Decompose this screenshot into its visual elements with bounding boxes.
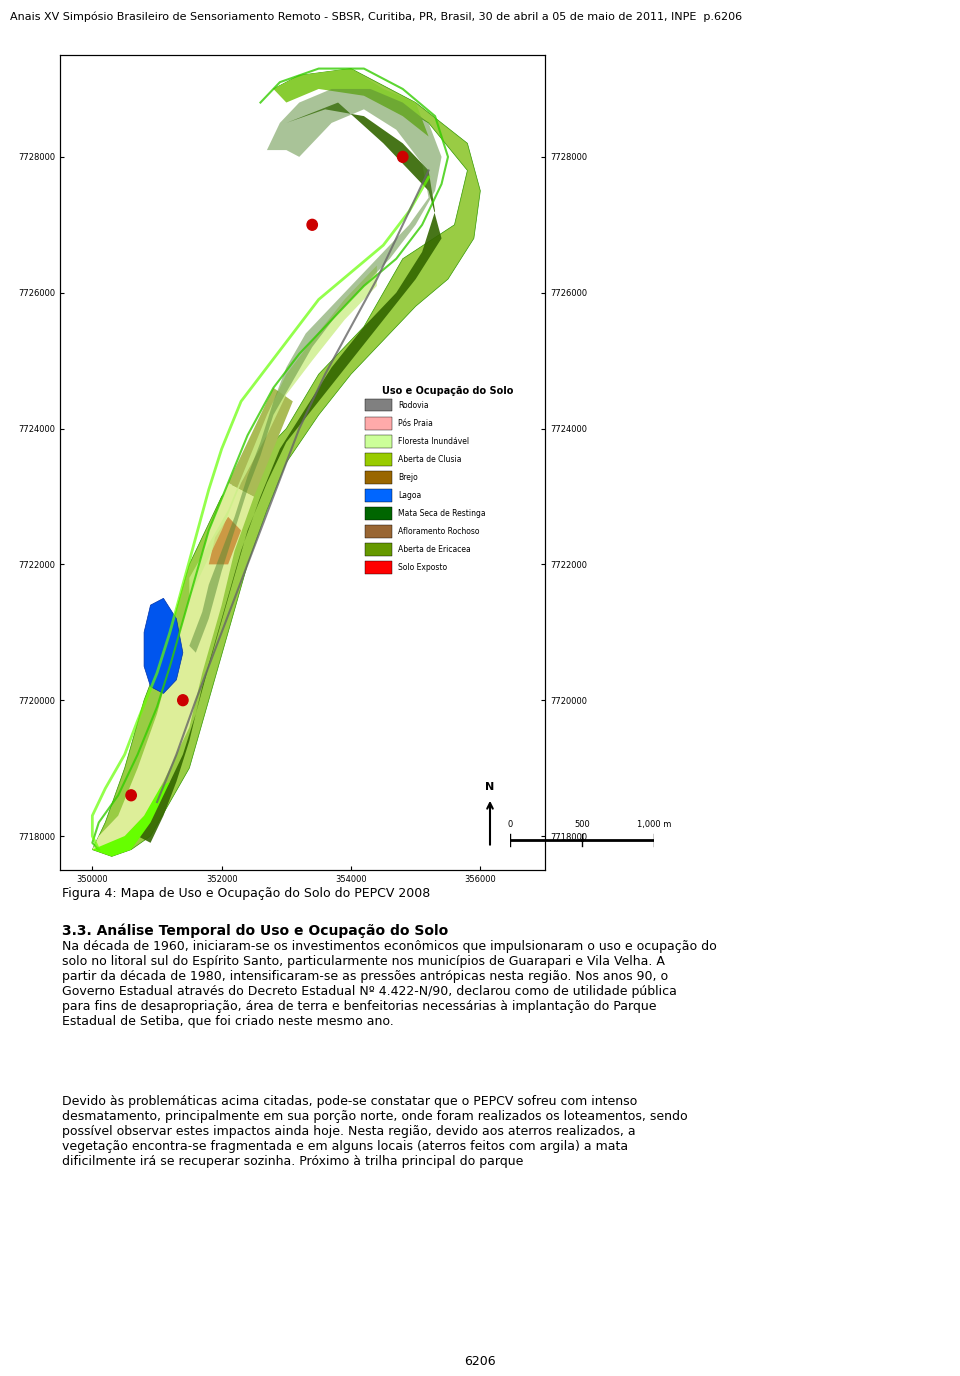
Polygon shape	[92, 69, 480, 856]
Bar	[365, 453, 392, 465]
Polygon shape	[208, 517, 241, 564]
Text: Rodovia: Rodovia	[398, 400, 429, 410]
Text: Uso e Ocupação do Solo: Uso e Ocupação do Solo	[382, 387, 514, 396]
Circle shape	[397, 151, 408, 162]
Polygon shape	[92, 782, 170, 856]
Text: desmatamento, principalmente em sua porção norte, onde foram realizados os lotea: desmatamento, principalmente em sua porç…	[62, 1110, 687, 1123]
Text: 3.3. Análise Temporal do Uso e Ocupação do Solo: 3.3. Análise Temporal do Uso e Ocupação …	[62, 925, 448, 938]
Text: 6206: 6206	[465, 1355, 495, 1368]
Text: Devido às problemáticas acima citadas, pode-se constatar que o PEPCV sofreu com : Devido às problemáticas acima citadas, p…	[62, 1095, 637, 1108]
Text: possível observar estes impactos ainda hoje. Nesta região, devido aos aterros re: possível observar estes impactos ainda h…	[62, 1126, 636, 1138]
Text: Estadual de Setiba, que foi criado neste mesmo ano.: Estadual de Setiba, que foi criado neste…	[62, 1015, 394, 1028]
Text: Aberta de Clusia: Aberta de Clusia	[398, 455, 462, 464]
Text: 0: 0	[508, 820, 513, 828]
Text: Figura 4: Mapa de Uso e Ocupação do Solo do PEPCV 2008: Figura 4: Mapa de Uso e Ocupação do Solo…	[62, 888, 430, 900]
Bar	[365, 561, 392, 574]
Polygon shape	[228, 388, 293, 497]
Polygon shape	[274, 69, 428, 136]
Text: N: N	[486, 783, 494, 793]
Text: Anais XV Simpósio Brasileiro de Sensoriamento Remoto - SBSR, Curitiba, PR, Brasi: Anais XV Simpósio Brasileiro de Sensoria…	[10, 11, 742, 22]
Polygon shape	[144, 599, 182, 694]
Text: dificilmente irá se recuperar sozinha. Próximo à trilha principal do parque: dificilmente irá se recuperar sozinha. P…	[62, 1154, 523, 1168]
Text: solo no litoral sul do Espírito Santo, particularmente nos municípios de Guarapa: solo no litoral sul do Espírito Santo, p…	[62, 955, 665, 967]
Text: Solo Exposto: Solo Exposto	[398, 563, 447, 572]
Circle shape	[307, 219, 318, 230]
Polygon shape	[189, 266, 377, 599]
Text: Brejo: Brejo	[398, 473, 419, 482]
Circle shape	[178, 695, 188, 706]
Text: Pós Praia: Pós Praia	[398, 418, 433, 428]
Polygon shape	[137, 103, 442, 843]
Text: Governo Estadual através do Decreto Estadual Nº 4.422-N/90, declarou como de uti: Governo Estadual através do Decreto Esta…	[62, 985, 677, 998]
Text: vegetação encontra-se fragmentada e em alguns locais (aterros feitos com argila): vegetação encontra-se fragmentada e em a…	[62, 1139, 628, 1153]
Text: Afloramento Rochoso: Afloramento Rochoso	[398, 527, 480, 537]
Text: Floresta Inundável: Floresta Inundável	[398, 436, 469, 446]
Bar	[365, 417, 392, 429]
Bar	[365, 544, 392, 556]
Text: para fins de desapropriação, área de terra e benfeitorias necessárias à implanta: para fins de desapropriação, área de ter…	[62, 1000, 657, 1013]
Polygon shape	[189, 89, 442, 652]
Text: 1,000 m: 1,000 m	[636, 820, 671, 828]
Circle shape	[126, 790, 136, 801]
Bar	[365, 399, 392, 411]
Text: Lagoa: Lagoa	[398, 491, 421, 499]
Polygon shape	[92, 483, 254, 849]
Bar	[365, 490, 392, 502]
Text: Aberta de Ericacea: Aberta de Ericacea	[398, 545, 471, 555]
Bar	[365, 435, 392, 447]
Bar	[365, 508, 392, 520]
Text: 500: 500	[574, 820, 589, 828]
Bar	[365, 526, 392, 538]
Text: Na década de 1960, iniciaram-se os investimentos econômicos que impulsionaram o : Na década de 1960, iniciaram-se os inves…	[62, 940, 717, 954]
Text: Mata Seca de Restinga: Mata Seca de Restinga	[398, 509, 486, 517]
Text: partir da década de 1980, intensificaram-se as pressões antrópicas nesta região.: partir da década de 1980, intensificaram…	[62, 970, 668, 982]
Bar	[365, 471, 392, 484]
